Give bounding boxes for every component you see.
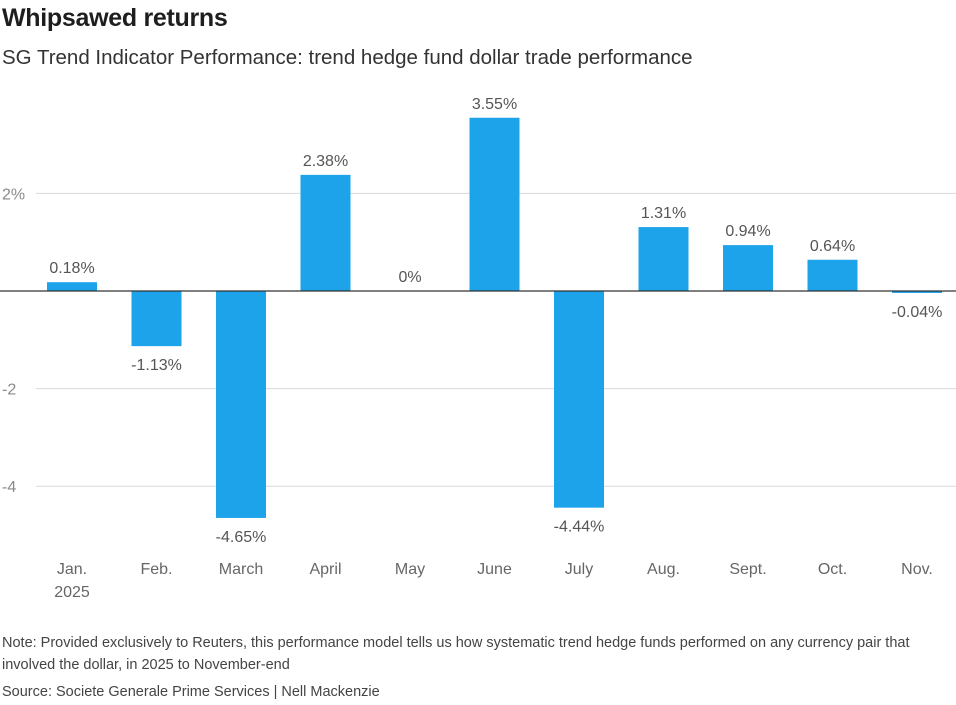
bar-oct [807,259,858,291]
x-tick-label: Nov. [901,561,933,578]
x-tick-label: Sept. [729,561,766,578]
data-label: -4.44% [554,519,605,536]
chart-title: Whipsawed returns [2,4,228,32]
x-tick-label: Oct. [818,561,847,578]
data-labels: 0.18% -1.13% -4.65% 2.38% 0% 3.55% -4.44% 1.31%… [49,96,942,546]
data-label: 3.55% [472,96,517,113]
bar-feb [131,291,182,347]
data-label: 0.64% [810,238,855,255]
x-tick-label: June [477,561,512,578]
x-tick-label: Aug. [647,561,680,578]
data-label: -0.04% [892,304,943,321]
bar-june [469,117,520,291]
bar-aug [638,227,689,291]
bar-jan [47,282,97,291]
bar-july [554,291,604,508]
x-tick-label: Jan. [57,561,87,578]
data-label: 0% [398,269,421,286]
bar-nov [892,291,942,293]
bars [47,117,942,518]
x-tick-label: March [219,561,263,578]
x-tick-label: April [309,561,341,578]
data-label: 1.31% [641,205,686,222]
bar-sept [723,245,773,291]
data-label: -1.13% [131,357,182,374]
data-label: 0.94% [725,223,770,240]
x-tick-label: Feb. [140,561,172,578]
y-tick-label: -2 [2,382,16,399]
x-year-label: 2025 [54,584,90,601]
y-tick-label: 2% [2,186,25,203]
bar-chart: 0.18% -1.13% -4.65% 2.38% 0% 3.55% -4.44% 1.31%… [0,96,956,601]
data-label: 2.38% [303,153,348,170]
x-tick-label: May [395,561,425,578]
chart-note: Note: Provided exclusively to Reuters, t… [2,635,910,673]
data-label: -4.65% [216,529,267,546]
axis-ticks: 2% -2 -4 Jan. Feb. March April May June July Aug. S… [2,186,933,601]
chart-source: Source: Societe Generale Prime Services … [2,684,380,700]
y-tick-label: -4 [2,479,16,496]
bar-april [300,174,351,291]
chart-subtitle: SG Trend Indicator Performance: trend he… [2,46,693,69]
data-label: 0.18% [49,260,94,277]
x-tick-label: July [565,561,593,578]
bar-march [216,291,266,518]
